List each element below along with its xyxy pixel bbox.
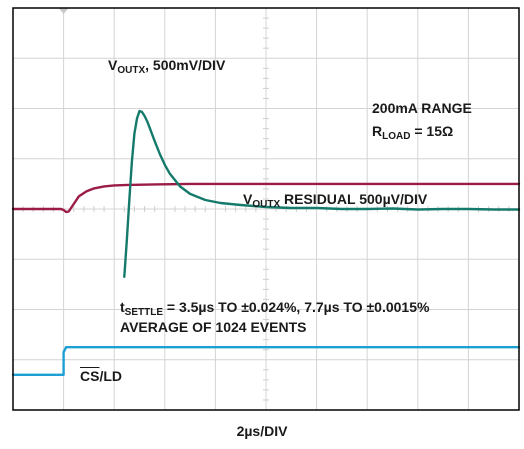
average-label: AVERAGE OF 1024 EVENTS [120, 319, 307, 335]
tsettle-label: tSETTLE = 3.5µs TO ±0.024%, 7.7µs TO ±0.… [120, 299, 430, 318]
voutx-label: VOUTX, 500mV/DIV [108, 57, 226, 76]
csld-label: CS/LD [80, 368, 123, 384]
x-axis-label: 2µs/DIV [236, 423, 288, 439]
range-label: 200mA RANGE [372, 100, 472, 116]
csld-trace [11, 346, 521, 376]
residual-label: VOUTX RESIDUAL 500µV/DIV [243, 191, 428, 210]
plot-frame [12, 7, 520, 411]
rload-label: RLOAD = 15Ω [372, 123, 454, 142]
residual-trace [123, 109, 521, 278]
trigger-marker [58, 8, 69, 14]
voutx-trace [11, 182, 521, 214]
